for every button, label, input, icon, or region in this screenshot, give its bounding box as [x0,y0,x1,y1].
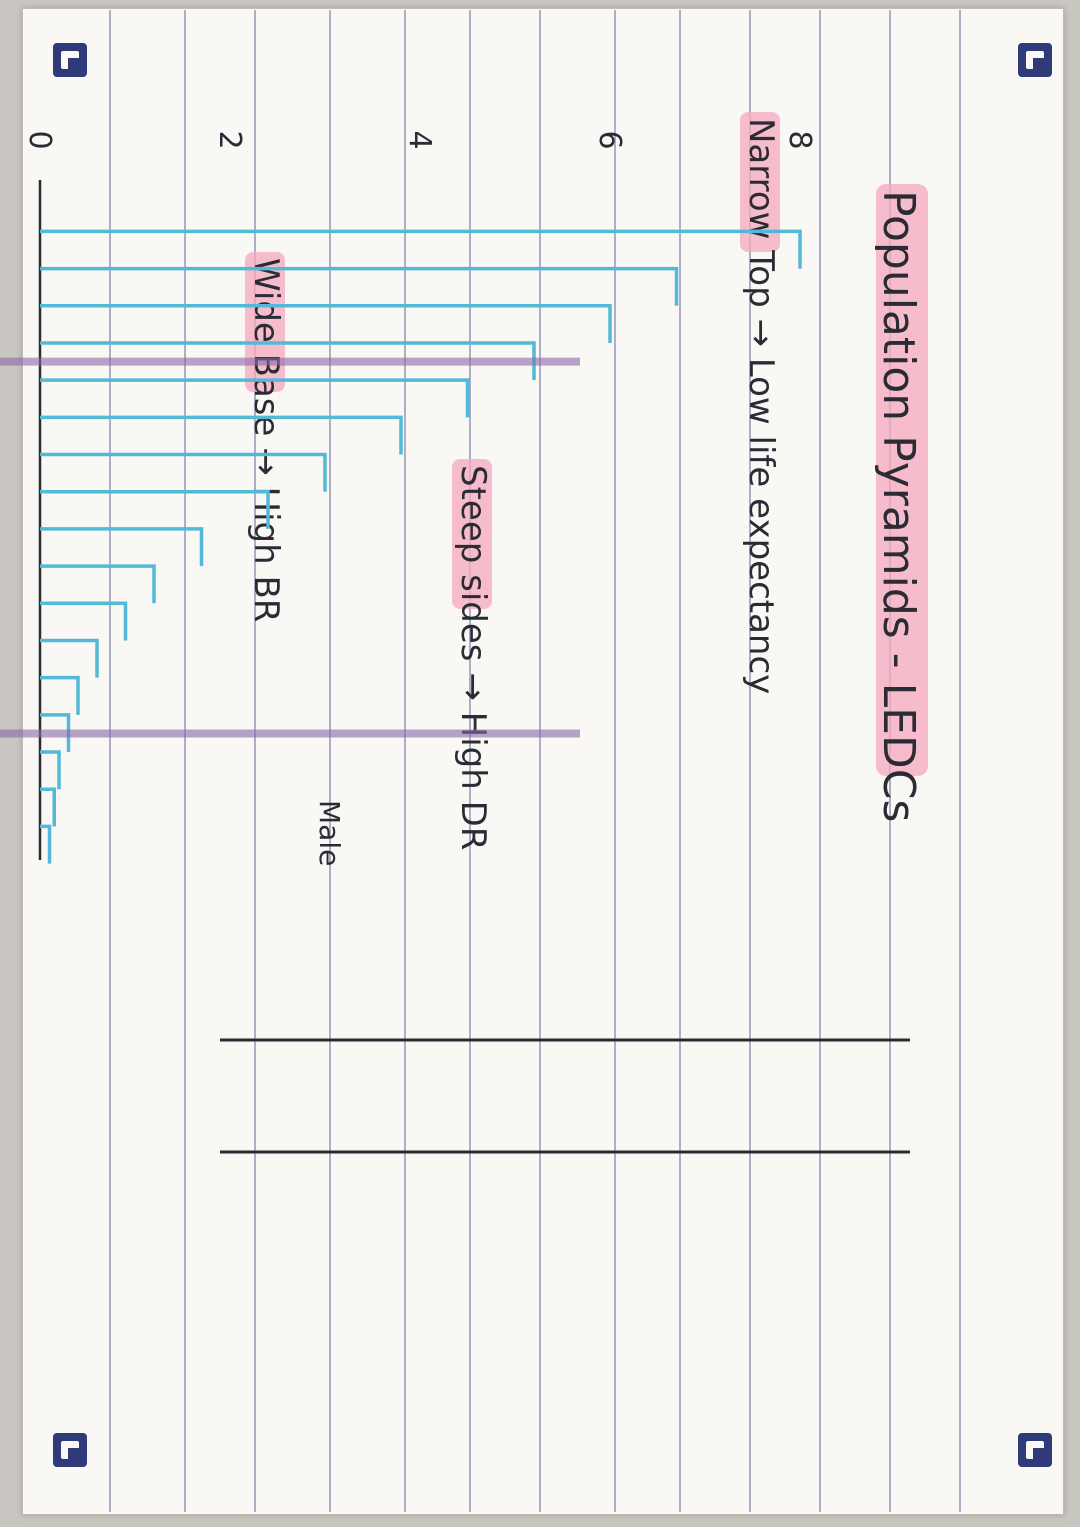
binder-icons [53,43,1052,1467]
highlights [245,112,928,776]
tick-label: % [0,126,1,155]
notes-list: Narrow Top → Low life expectancy Steep si… [246,118,781,850]
page-title: Population Pyramids - LEDCs [873,190,924,822]
male-bar [40,527,204,567]
male-bar [40,378,470,418]
male-bar [40,601,128,641]
note-text: High BR [246,487,286,623]
tick-label: 8 [782,130,817,149]
title-highlight [876,184,928,776]
binder-tab-icon [53,43,87,77]
male-bar [40,304,612,343]
male-bar [40,489,270,529]
male-bar [40,452,327,492]
male-bar [40,266,679,306]
note-highlight [740,112,780,252]
note-highlight [245,252,285,392]
binder-tab-icon [1018,1433,1052,1467]
note-text: Low life expectancy [741,358,781,695]
male-bar [40,787,56,827]
male-bar [40,750,61,790]
note-label: Wide Base → High BR [246,258,286,622]
binder-tab-icon [53,1433,87,1467]
tick-label: 0 [22,130,57,149]
note-label: Steep sides → High DR [453,465,493,850]
male-bar [40,415,403,455]
tick-label: 4 [402,130,437,149]
tick-label: 6 [592,130,627,149]
rotated-content: Population Pyramids - LEDCs Narrow Top →… [0,112,928,1154]
population-pyramid-chart: 0-45-910-1415-1920-2425-2930-3435-3940-4… [0,126,910,1154]
male-bar [40,675,80,715]
binder-tab-icon [1018,43,1052,77]
male-bar [40,824,52,864]
male-label: Male [313,800,346,866]
note-highlight [452,459,492,609]
male-bar [40,713,71,753]
ruled-lines [109,10,961,1512]
note-label: Narrow Top → Low life expectancy [741,118,781,694]
male-bar [40,638,99,678]
male-bar [40,229,802,269]
male-bar [40,564,156,604]
male-bar [40,341,536,381]
tick-label: 2 [212,130,247,149]
